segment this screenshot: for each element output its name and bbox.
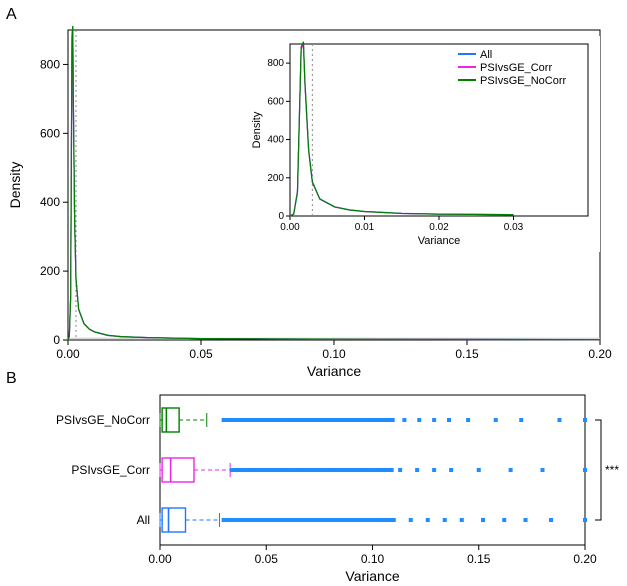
svg-text:0.10: 0.10 [322,347,346,361]
panel-a-xlabel: Variance [307,363,361,379]
svg-text:0.00: 0.00 [148,552,172,566]
svg-text:400: 400 [40,195,60,209]
inset-ylabel: Density [251,111,263,148]
panel-b-xlabel: Variance [345,568,399,584]
svg-text:0.05: 0.05 [189,347,213,361]
svg-text:800: 800 [40,57,60,71]
boxplot-category-label: PSIvsGE_NoCorr [56,413,150,427]
svg-text:0: 0 [278,211,284,222]
svg-text:600: 600 [40,126,60,140]
panel-label-a: A [6,6,17,24]
svg-text:400: 400 [267,135,284,146]
svg-text:0.10: 0.10 [361,552,385,566]
svg-text:600: 600 [267,96,284,107]
significance-stars: *** [605,463,619,477]
legend-item: All [480,49,492,61]
panel-label-b: B [6,370,17,388]
svg-text:800: 800 [267,58,284,69]
svg-text:0.01: 0.01 [355,222,375,233]
panel-a-ylabel: Density [7,162,23,209]
legend-item: PSIvsGE_NoCorr [480,75,567,87]
svg-text:0.00: 0.00 [56,347,80,361]
inset-xlabel: Variance [418,235,461,247]
boxplot-category-label: PSIvsGE_Corr [71,463,150,477]
svg-text:0.00: 0.00 [280,222,300,233]
boxplot-category-label: All [137,513,150,527]
svg-text:0.02: 0.02 [429,222,449,233]
svg-text:0.15: 0.15 [467,552,491,566]
svg-text:200: 200 [267,173,284,184]
svg-text:0.20: 0.20 [573,552,597,566]
panel-b-boxplot: 0.00 0.05 0.10 0.15 0.20 Variance PSIvsGE_NoCo… [56,395,619,584]
svg-text:0.20: 0.20 [588,347,612,361]
svg-text:0.05: 0.05 [255,552,279,566]
svg-text:200: 200 [40,264,60,278]
svg-text:0.15: 0.15 [455,347,479,361]
svg-text:0: 0 [53,333,60,347]
panel-a-inset: 0 200 400 600 800 0.00 0.01 0.02 0.03 Variance Den… [250,36,600,252]
svg-text:0.03: 0.03 [504,222,524,233]
legend-item: PSIvsGE_Corr [480,62,552,74]
